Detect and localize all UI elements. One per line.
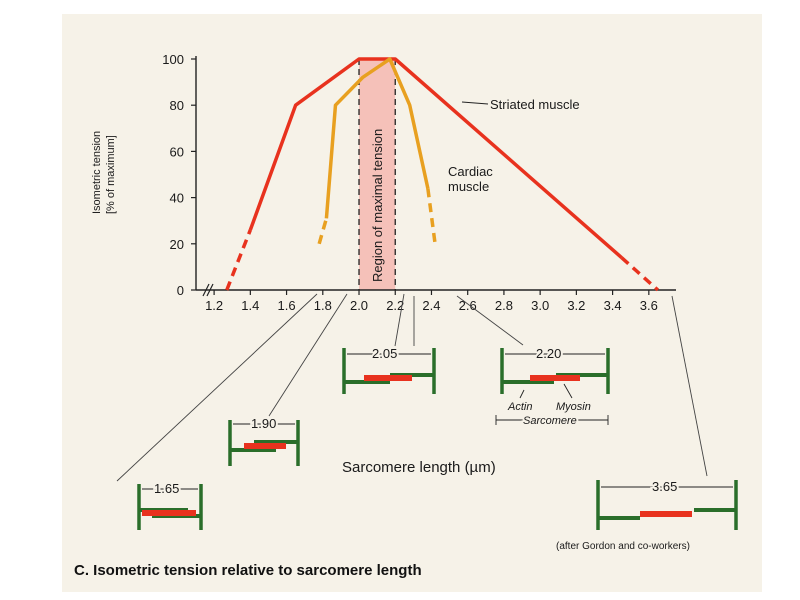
x-tick-label-9: 3.0: [531, 298, 549, 313]
y-tick-label-2: 40: [170, 191, 184, 206]
figure: Region of maximal tension 1.2 1.4 1.6 1.8 2.…: [62, 14, 762, 592]
x-tick-label-10: 3.2: [567, 298, 585, 313]
label-165: 1.65: [154, 481, 179, 496]
x-tick-label-5: 2.2: [386, 298, 404, 313]
sarcomere-diagram-220: 2.20 Actin Myosin Sarcomere: [495, 344, 610, 429]
x-tick-label-7: 2.6: [459, 298, 477, 313]
actin-label: Actin: [507, 401, 532, 413]
striated-dashed-1: [620, 256, 660, 292]
label-190: 1.90: [251, 416, 276, 431]
striated-dashed-0: [225, 229, 252, 291]
cardiac-dashed-1: [426, 188, 437, 245]
x-axis-label: Sarcomere length (µm): [342, 459, 496, 476]
region-maximal-tension: [359, 59, 396, 290]
axis-break-1: [202, 283, 210, 297]
x-tick-label-11: 3.4: [604, 298, 622, 313]
y-tick-label-0: 0: [177, 283, 184, 298]
x-tick-label-12: 3.6: [640, 298, 658, 313]
credit-label: (after Gordon and co-workers): [556, 541, 690, 552]
axis-break-2: [206, 283, 214, 297]
sarcomere-diagram-365: 3.65 (after Gordon and co-workers): [556, 477, 738, 552]
y-axis-label-2: [% of maximum]: [105, 135, 117, 214]
y-tick-label-3: 60: [170, 144, 184, 159]
y-ticks: 0 20 40 60 80 100: [162, 52, 196, 298]
y-tick-label-5: 100: [162, 52, 184, 67]
striated-pointer: [461, 101, 489, 105]
label-365: 3.65: [652, 479, 677, 494]
sarcomere-diagram-205: 2.05: [342, 344, 436, 394]
cardiac-line: [324, 57, 430, 219]
cardiac-muscle-label: Cardiac: [448, 164, 493, 179]
x-tick-label-6: 2.4: [422, 298, 440, 313]
sarcomere-label: Sarcomere: [523, 415, 577, 427]
sarcomere-diagram-165: 1.65: [137, 479, 203, 530]
striated-line: [248, 57, 623, 259]
x-tick-label-2: 1.6: [278, 298, 296, 313]
series-layer: [225, 57, 660, 292]
label-220: 2.20: [536, 346, 561, 361]
figure-caption: C. Isometric tension relative to sarcome…: [74, 562, 422, 579]
y-tick-label-1: 20: [170, 237, 184, 252]
region-label: Region of maximal tension: [370, 129, 385, 282]
striated-muscle-label: Striated muscle: [490, 97, 580, 112]
myosin-label: Myosin: [556, 401, 591, 413]
x-tick-label-0: 1.2: [205, 298, 223, 313]
y-axis-label-1: Isometric tension: [91, 131, 103, 214]
sarcomere-diagram-190: 1.90: [228, 414, 300, 466]
cardiac-dashed-0: [317, 217, 329, 245]
x-tick-label-4: 2.0: [350, 298, 368, 313]
chart-svg: Region of maximal tension 1.2 1.4 1.6 1.8 2.…: [91, 52, 738, 552]
label-205: 2.05: [372, 346, 397, 361]
x-tick-label-8: 2.8: [495, 298, 513, 313]
cardiac-muscle-label-2: muscle: [448, 179, 489, 194]
x-ticks: 1.2 1.4 1.6 1.8 2.0 2.2 2.4 2.6 2.8 3.0 3.2 3.4 3.6: [205, 290, 658, 313]
x-tick-label-1: 1.4: [241, 298, 259, 313]
connector-lines: [116, 293, 708, 482]
y-tick-label-4: 80: [170, 98, 184, 113]
x-tick-label-3: 1.8: [314, 298, 332, 313]
